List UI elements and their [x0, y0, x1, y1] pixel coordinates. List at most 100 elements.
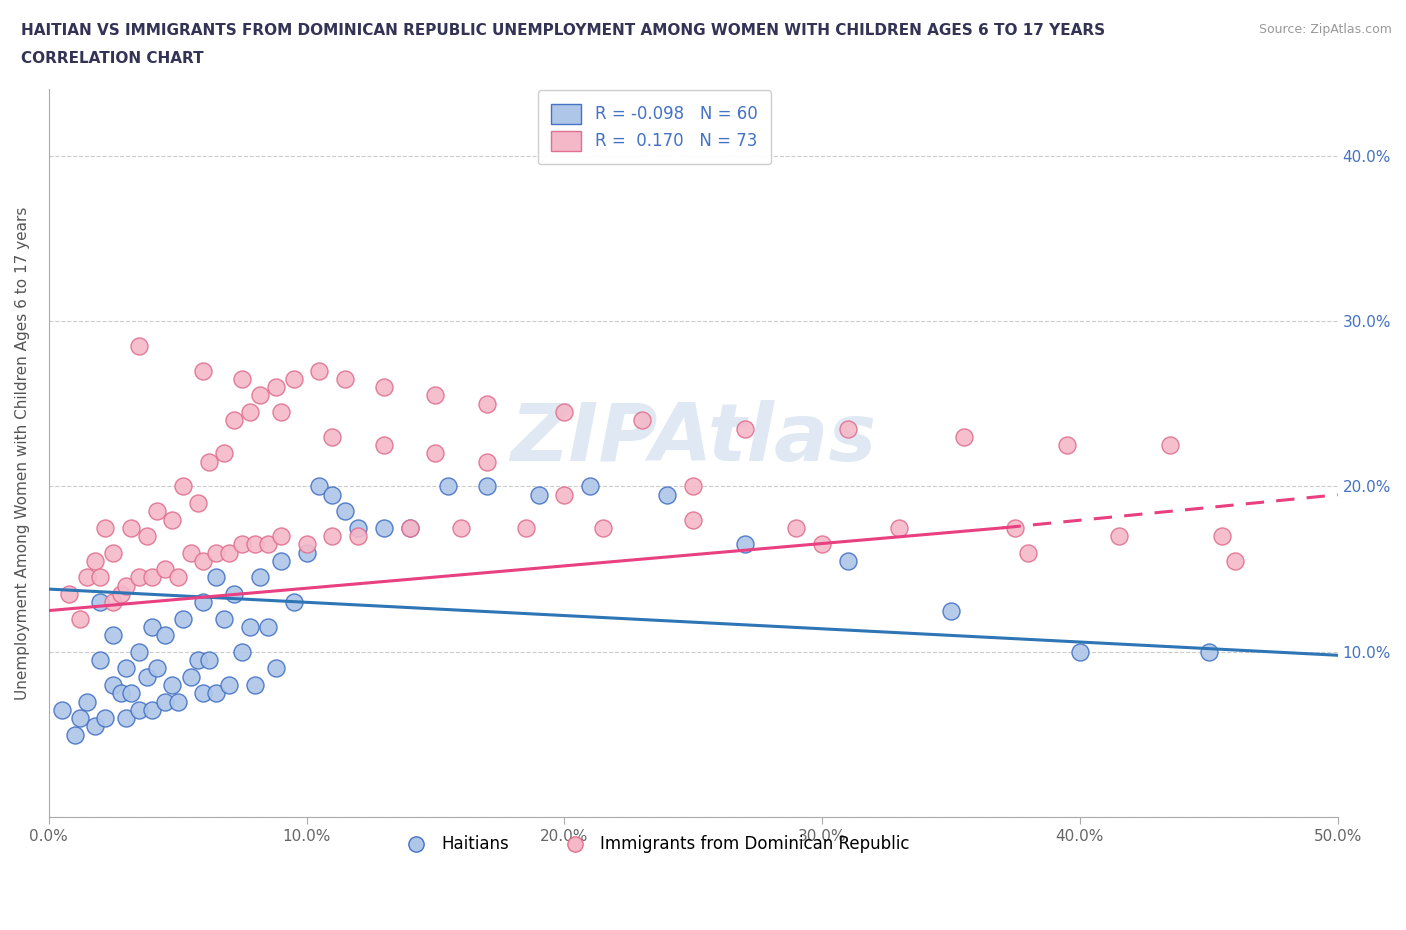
- Point: [335, 371, 357, 386]
- Point: [257, 619, 280, 634]
- Point: [682, 512, 704, 527]
- Point: [89, 595, 111, 610]
- Point: [1108, 528, 1130, 543]
- Point: [224, 587, 246, 602]
- Point: [527, 487, 550, 502]
- Point: [218, 545, 240, 560]
- Point: [58, 587, 80, 602]
- Point: [120, 521, 142, 536]
- Point: [146, 504, 169, 519]
- Point: [94, 711, 117, 725]
- Legend: Haitians, Immigrants from Dominican Republic: Haitians, Immigrants from Dominican Repu…: [392, 829, 917, 860]
- Point: [425, 388, 447, 403]
- Point: [347, 528, 370, 543]
- Point: [257, 537, 280, 551]
- Point: [103, 595, 125, 610]
- Point: [475, 396, 498, 411]
- Point: [308, 479, 330, 494]
- Point: [231, 371, 253, 386]
- Point: [347, 521, 370, 536]
- Point: [953, 430, 976, 445]
- Point: [193, 364, 215, 379]
- Point: [373, 438, 395, 453]
- Point: [103, 545, 125, 560]
- Point: [837, 553, 859, 568]
- Point: [193, 685, 215, 700]
- Point: [89, 570, 111, 585]
- Text: CORRELATION CHART: CORRELATION CHART: [21, 51, 204, 66]
- Text: Source: ZipAtlas.com: Source: ZipAtlas.com: [1258, 23, 1392, 36]
- Point: [321, 430, 343, 445]
- Point: [373, 521, 395, 536]
- Point: [153, 694, 176, 709]
- Point: [69, 611, 91, 626]
- Point: [657, 487, 679, 502]
- Point: [162, 512, 184, 527]
- Point: [264, 661, 287, 676]
- Point: [1198, 644, 1220, 659]
- Point: [321, 487, 343, 502]
- Point: [110, 587, 132, 602]
- Point: [205, 570, 228, 585]
- Point: [51, 702, 73, 717]
- Point: [69, 711, 91, 725]
- Point: [450, 521, 472, 536]
- Point: [1211, 528, 1233, 543]
- Point: [63, 727, 86, 742]
- Point: [308, 364, 330, 379]
- Point: [84, 553, 107, 568]
- Point: [425, 446, 447, 461]
- Point: [249, 570, 271, 585]
- Text: HAITIAN VS IMMIGRANTS FROM DOMINICAN REPUBLIC UNEMPLOYMENT AMONG WOMEN WITH CHIL: HAITIAN VS IMMIGRANTS FROM DOMINICAN REP…: [21, 23, 1105, 38]
- Point: [553, 405, 575, 419]
- Point: [1069, 644, 1091, 659]
- Point: [335, 504, 357, 519]
- Point: [785, 521, 807, 536]
- Point: [76, 570, 98, 585]
- Point: [243, 537, 266, 551]
- Point: [734, 421, 756, 436]
- Point: [373, 379, 395, 394]
- Point: [172, 479, 194, 494]
- Point: [475, 454, 498, 469]
- Point: [283, 595, 305, 610]
- Point: [939, 604, 962, 618]
- Point: [115, 661, 138, 676]
- Point: [141, 702, 163, 717]
- Point: [180, 670, 202, 684]
- Point: [264, 379, 287, 394]
- Point: [153, 562, 176, 577]
- Point: [141, 570, 163, 585]
- Point: [128, 644, 150, 659]
- Point: [1056, 438, 1078, 453]
- Point: [1017, 545, 1039, 560]
- Point: [239, 619, 262, 634]
- Point: [193, 553, 215, 568]
- Point: [103, 678, 125, 693]
- Point: [398, 521, 420, 536]
- Point: [84, 719, 107, 734]
- Point: [224, 413, 246, 428]
- Point: [76, 694, 98, 709]
- Point: [270, 528, 292, 543]
- Point: [249, 388, 271, 403]
- Point: [515, 521, 537, 536]
- Point: [197, 454, 219, 469]
- Point: [110, 685, 132, 700]
- Point: [205, 685, 228, 700]
- Point: [889, 521, 911, 536]
- Point: [128, 702, 150, 717]
- Point: [231, 644, 253, 659]
- Point: [187, 496, 209, 511]
- Y-axis label: Unemployment Among Women with Children Ages 6 to 17 years: Unemployment Among Women with Children A…: [15, 206, 30, 700]
- Point: [166, 570, 188, 585]
- Point: [1223, 553, 1246, 568]
- Point: [1004, 521, 1026, 536]
- Point: [295, 537, 318, 551]
- Point: [579, 479, 602, 494]
- Point: [128, 339, 150, 353]
- Point: [166, 694, 188, 709]
- Point: [128, 570, 150, 585]
- Point: [180, 545, 202, 560]
- Point: [592, 521, 614, 536]
